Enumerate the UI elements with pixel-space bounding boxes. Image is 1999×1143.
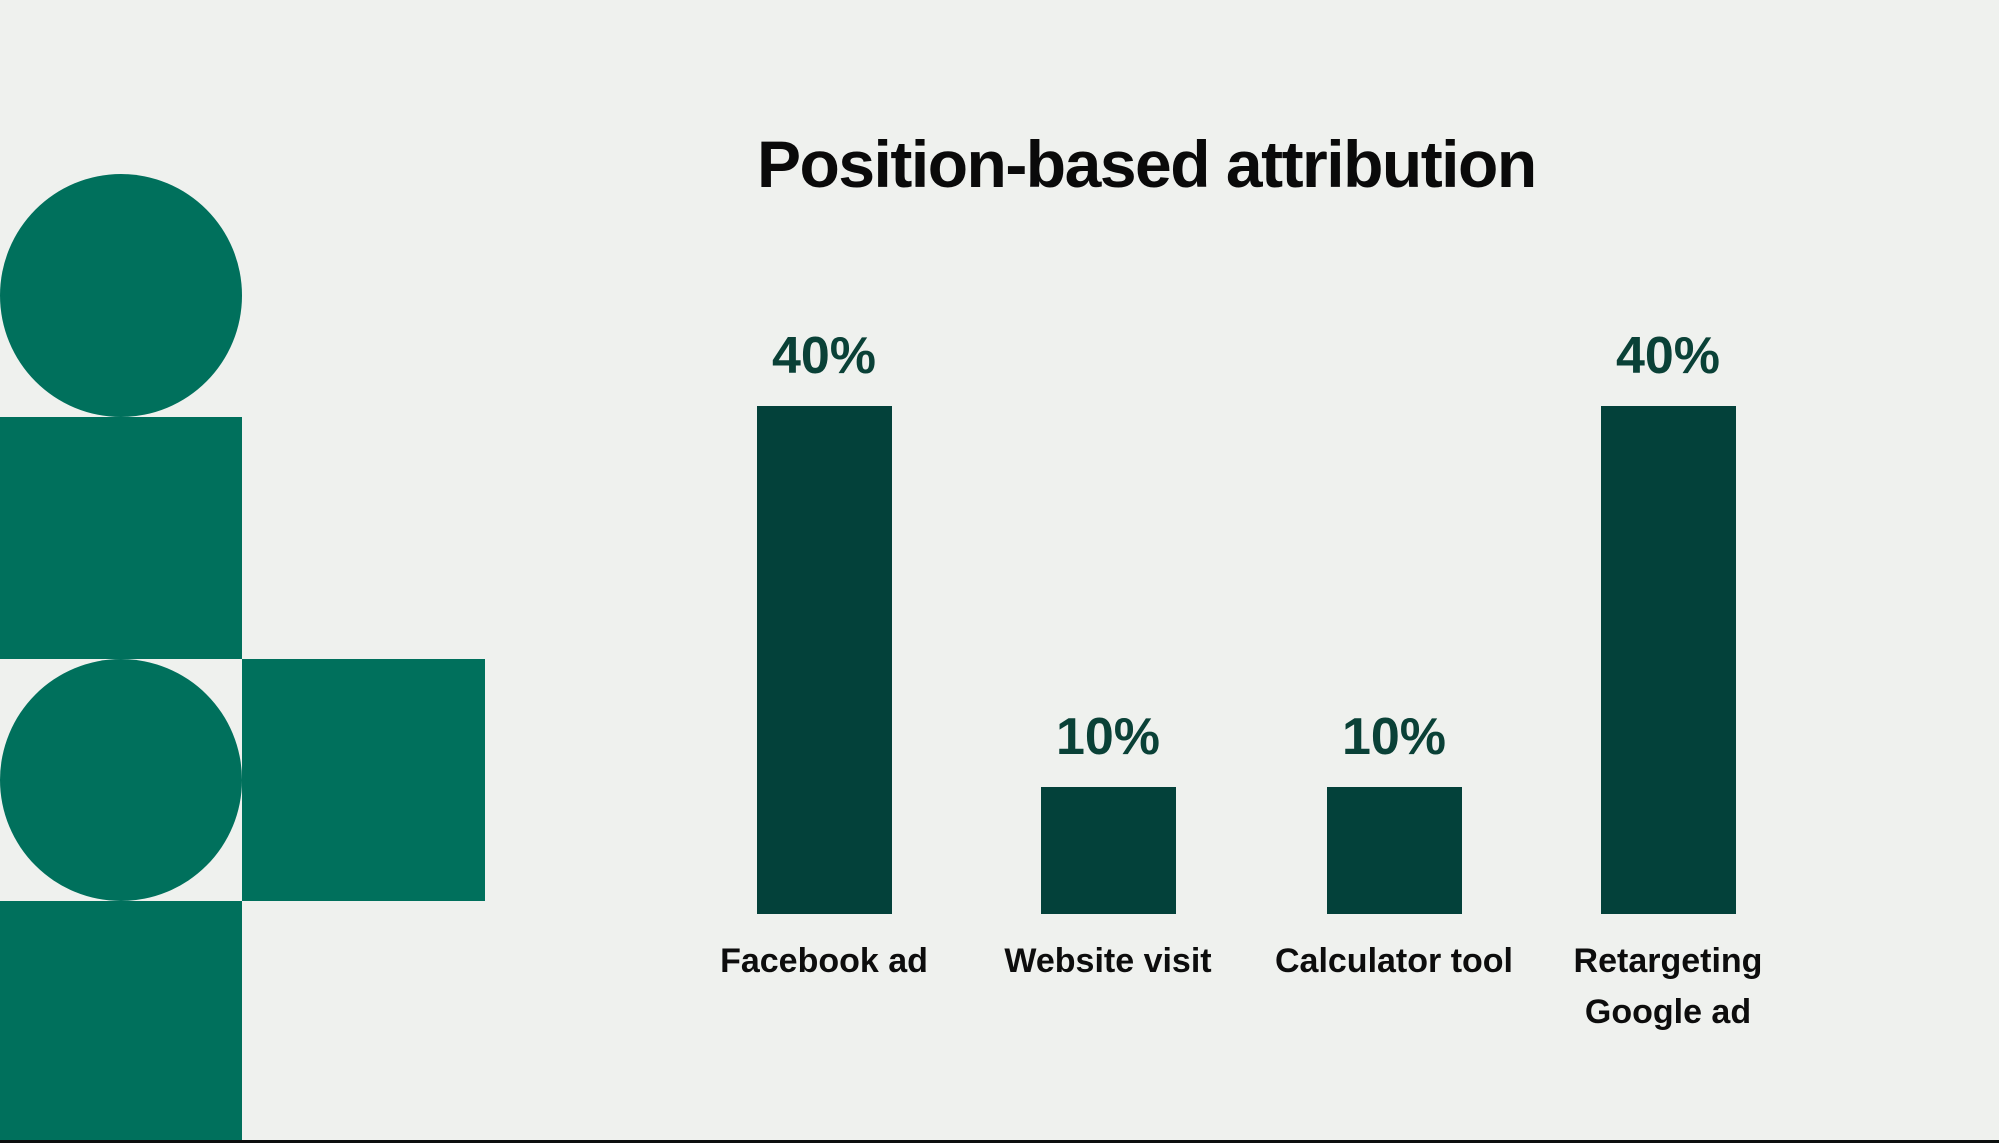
bar [1326,787,1462,914]
bar [1040,787,1176,914]
bottom-edge-line [0,1140,1999,1143]
bar-category-label: Website visit [1004,942,1212,980]
bar-category-label: Facebook ad [720,942,928,980]
decor-square-bottom [0,901,242,1143]
decor-circle-bottom [0,659,242,901]
bar-category-label: Calculator tool [1274,942,1514,980]
bar-value-label: 10% [1341,708,1447,766]
decor-square-middle [0,417,242,659]
bar-category-label: Retargeting Google ad [1573,942,1763,1031]
chart-title: Position-based attribution [757,127,1537,201]
bar-value-label: 10% [1055,708,1161,766]
bar-value-label: 40% [1615,327,1721,385]
decor-square-right [242,659,485,901]
bar-value-label: 40% [771,327,877,385]
bar [756,406,892,914]
decor-circle-top [0,174,242,417]
bar [1600,406,1736,914]
